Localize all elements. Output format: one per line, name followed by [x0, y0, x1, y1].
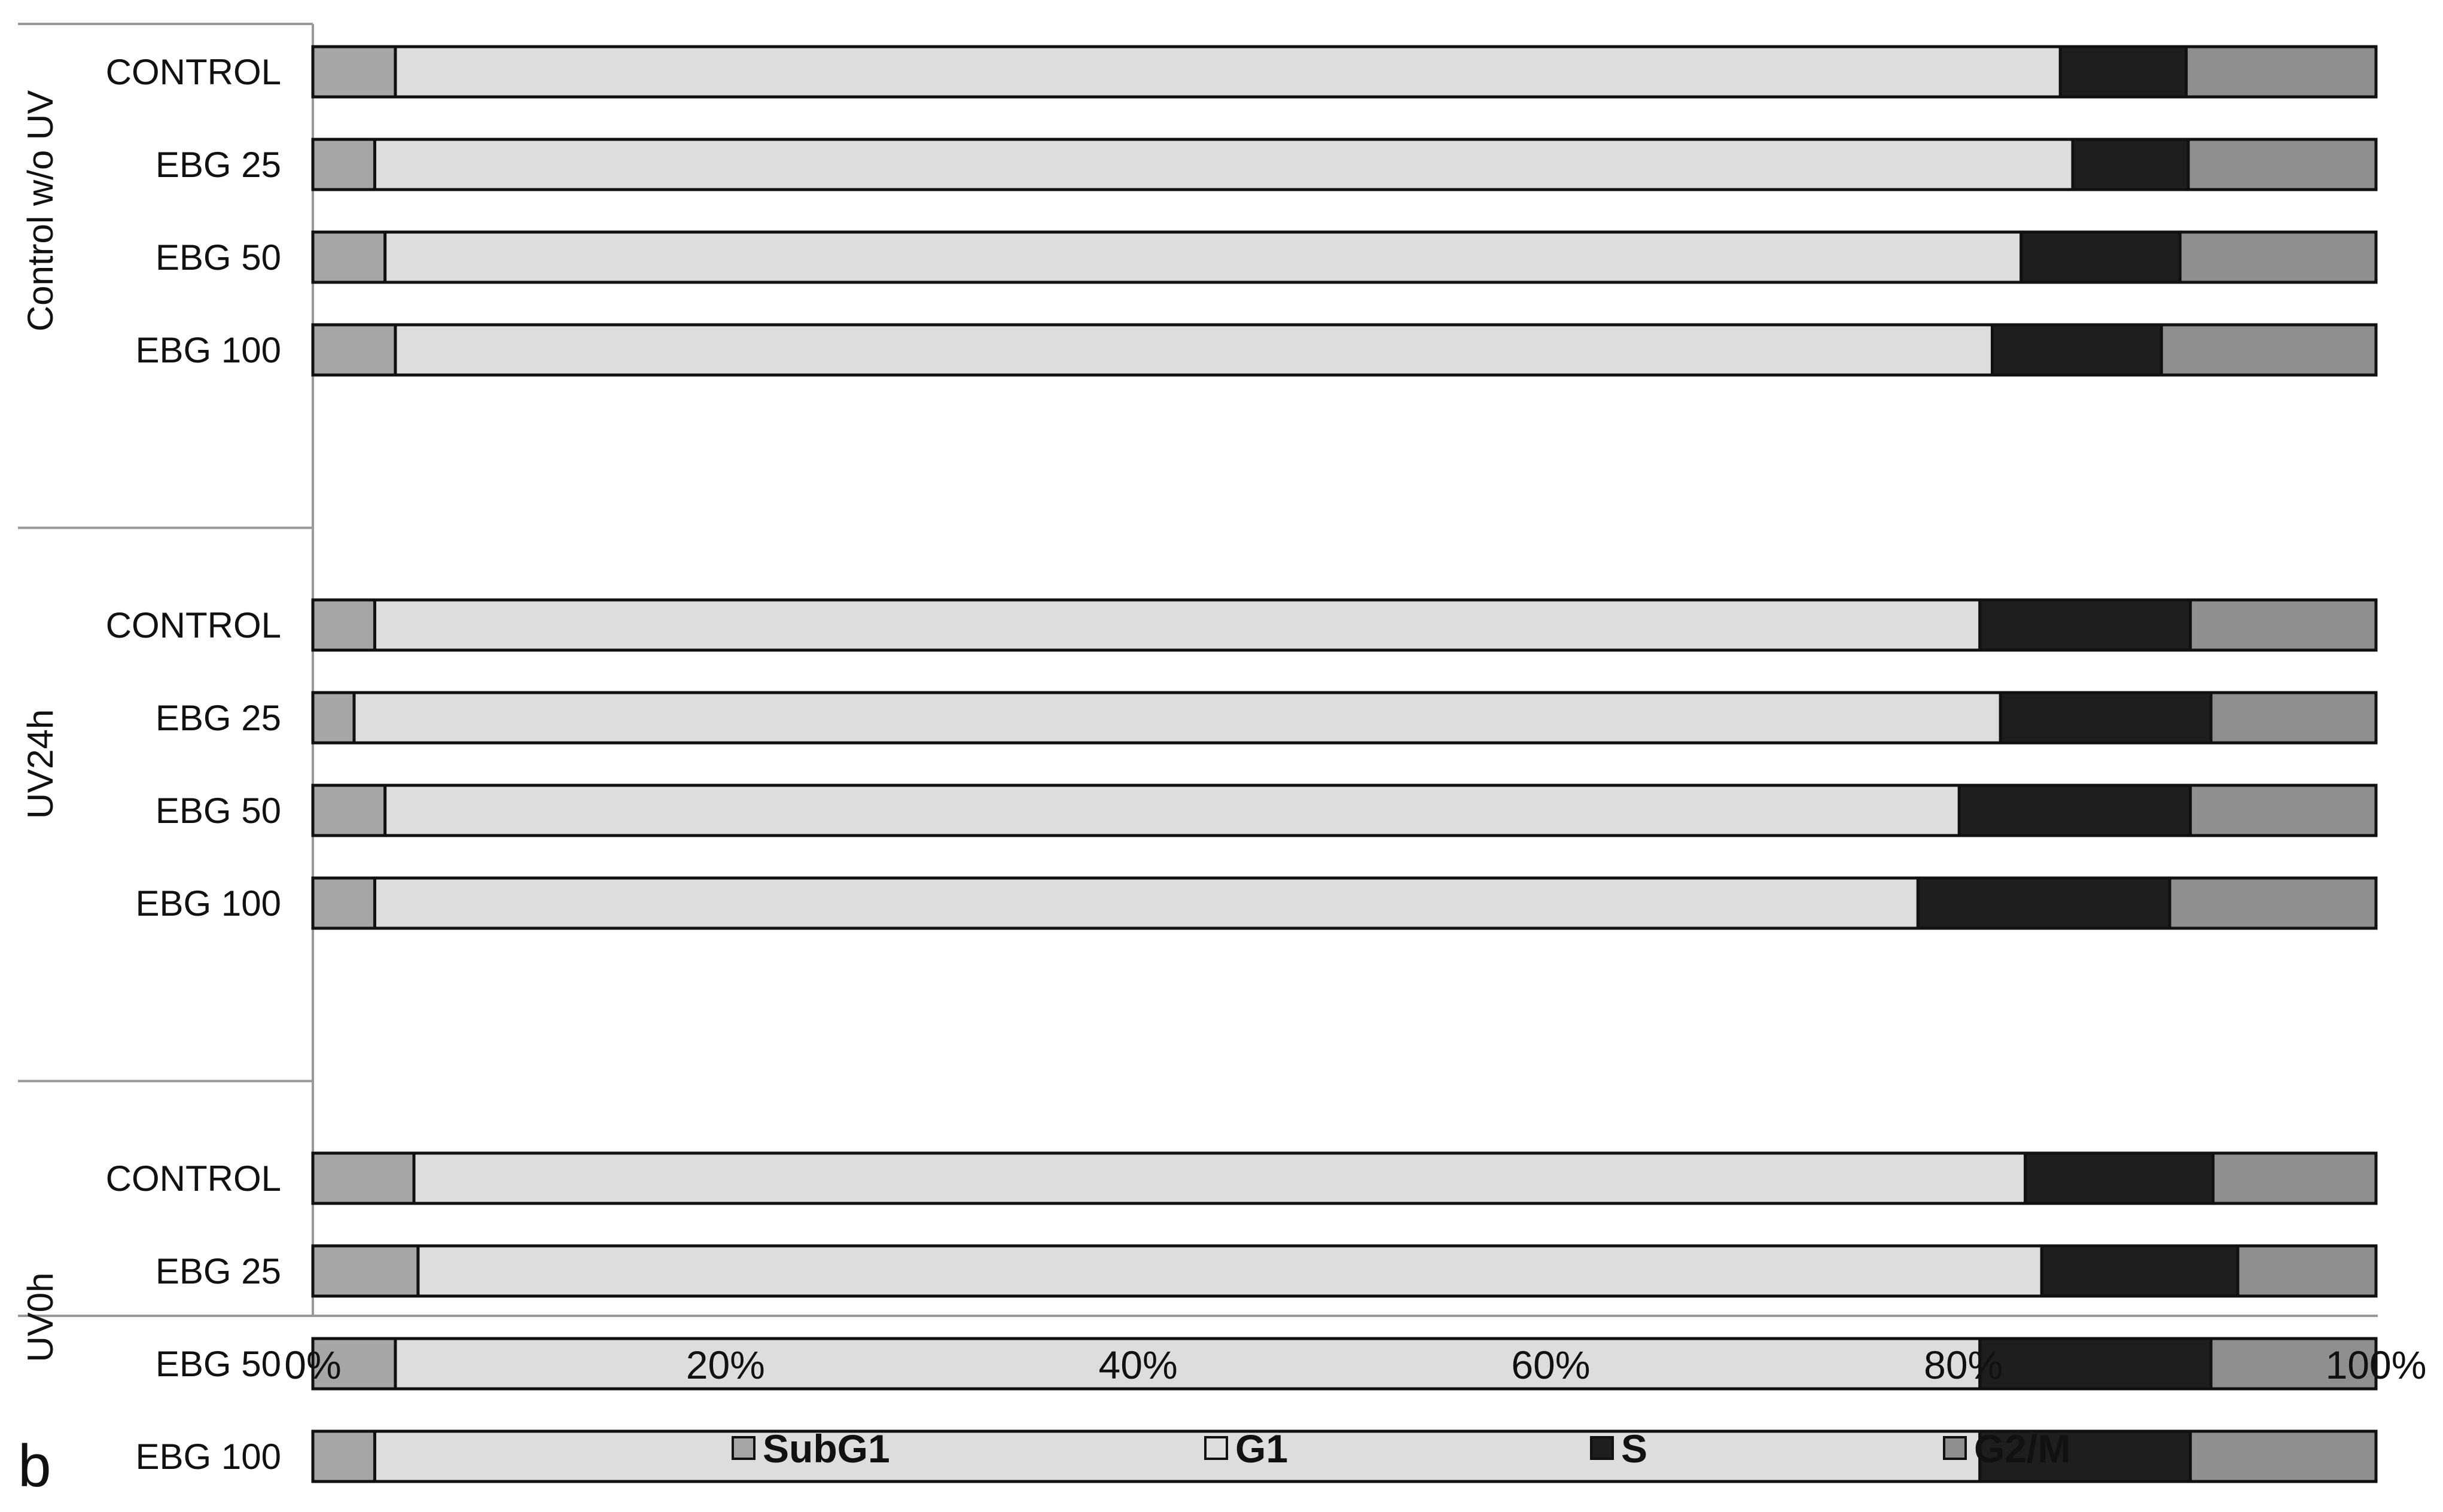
row-label: EBG 25	[156, 145, 281, 185]
bar-segment-s	[1990, 323, 2163, 377]
bar-segment-subg1	[311, 1151, 416, 1205]
bar-segment-g2-m	[2189, 1429, 2378, 1483]
bar-segment-s	[1999, 691, 2213, 745]
row-label: EBG 100	[136, 330, 282, 370]
legend-label: S	[1621, 1426, 1647, 1471]
bar-segment-g2-m	[2178, 230, 2378, 284]
bar-segment-s	[2071, 138, 2190, 191]
bar-segment-s	[2024, 1151, 2215, 1205]
legend: SubG1 G1 S G2/M	[732, 1426, 2070, 1471]
bar-segment-subg1	[311, 691, 356, 745]
row-label: EBG 25	[156, 698, 281, 738]
bar-segment-g1	[373, 598, 1982, 652]
bar-segment-s	[1978, 1429, 2192, 1483]
bar-segment-subg1	[311, 230, 387, 284]
bar-segment-g2-m	[2185, 45, 2378, 99]
legend-label: SubG1	[763, 1426, 890, 1471]
x-tick-label: 0%	[284, 1343, 341, 1387]
row-labels: Control w/o UV CONTROL EBG 25 EBG 50 EBG 100…	[20, 52, 281, 1477]
legend-swatch	[732, 1436, 756, 1460]
row-label: EBG 25	[156, 1251, 281, 1291]
panel-label: b	[18, 1432, 51, 1499]
x-tick-label: 60%	[1511, 1343, 1590, 1387]
bar-segment-g2-m	[2236, 1244, 2378, 1298]
bar-segment-g1	[394, 323, 1994, 377]
bar-segment-g2-m	[2189, 784, 2378, 837]
group-label: UV0h	[20, 1272, 60, 1362]
bar-segment-g1	[383, 230, 2023, 284]
bar-segment-s	[1916, 876, 2171, 930]
bar-segment-g2-m	[2186, 138, 2378, 191]
bar-segment-g1	[412, 1151, 2027, 1205]
bar-segment-g1	[394, 1337, 1982, 1391]
bar-segment-subg1	[311, 1429, 376, 1483]
bar-segment-s	[1978, 1337, 2213, 1391]
bar-segment-g1	[394, 45, 2062, 99]
bar-segment-g1	[373, 876, 1920, 930]
bar-segment-s	[2058, 45, 2188, 99]
bar-segment-g1	[373, 1429, 1982, 1483]
chart-bars	[311, 45, 2378, 1483]
row-label: EBG 100	[136, 883, 282, 923]
bar-segment-s	[1978, 598, 2192, 652]
bar-segment-g2-m	[2189, 598, 2378, 652]
x-axis: 0% 20% 40% 60% 80% 100%	[284, 1343, 2426, 1387]
bar-segment-g1	[373, 138, 2075, 191]
row-label: CONTROL	[106, 605, 281, 645]
chart-grid	[18, 23, 2378, 1317]
legend-label: G1	[1235, 1426, 1288, 1471]
x-tick-label: 40%	[1099, 1343, 1178, 1387]
bar-segment-g2-m	[2209, 1337, 2378, 1391]
group-label: Control w/o UV	[20, 90, 60, 331]
bar-segment-subg1	[311, 45, 397, 99]
bar-segment-subg1	[311, 784, 387, 837]
bar-segment-g1	[352, 691, 2002, 745]
row-label: CONTROL	[106, 52, 281, 92]
bar-segment-s	[2040, 1244, 2240, 1298]
row-label: EBG 100	[136, 1437, 282, 1477]
bar-segment-s	[1957, 784, 2192, 837]
row-label: EBG 50	[156, 791, 281, 831]
legend-swatch	[1943, 1436, 1967, 1460]
bar-segment-subg1	[311, 138, 376, 191]
legend-label: G2/M	[1974, 1426, 2070, 1471]
legend-swatch	[1590, 1436, 1614, 1460]
bar-segment-g1	[383, 784, 1961, 837]
x-tick-label: 80%	[1924, 1343, 2003, 1387]
x-tick-label: 100%	[2326, 1343, 2427, 1387]
bar-segment-subg1	[311, 876, 376, 930]
bar-segment-g2-m	[2212, 1151, 2378, 1205]
row-label: EBG 50	[156, 237, 281, 278]
bar-segment-s	[2019, 230, 2182, 284]
bar-segment-subg1	[311, 1244, 420, 1298]
bar-segment-subg1	[311, 323, 397, 377]
group-label: UV24h	[20, 709, 60, 819]
bar-segment-g2-m	[2209, 691, 2378, 745]
bar-segment-g1	[416, 1244, 2043, 1298]
x-tick-label: 20%	[686, 1343, 765, 1387]
bar-segment-g2-m	[2168, 876, 2378, 930]
legend-swatch	[1204, 1436, 1228, 1460]
bar-segment-subg1	[311, 598, 376, 652]
row-label: CONTROL	[106, 1159, 281, 1199]
bar-segment-g2-m	[2159, 323, 2378, 377]
row-label: EBG 50	[156, 1344, 281, 1384]
